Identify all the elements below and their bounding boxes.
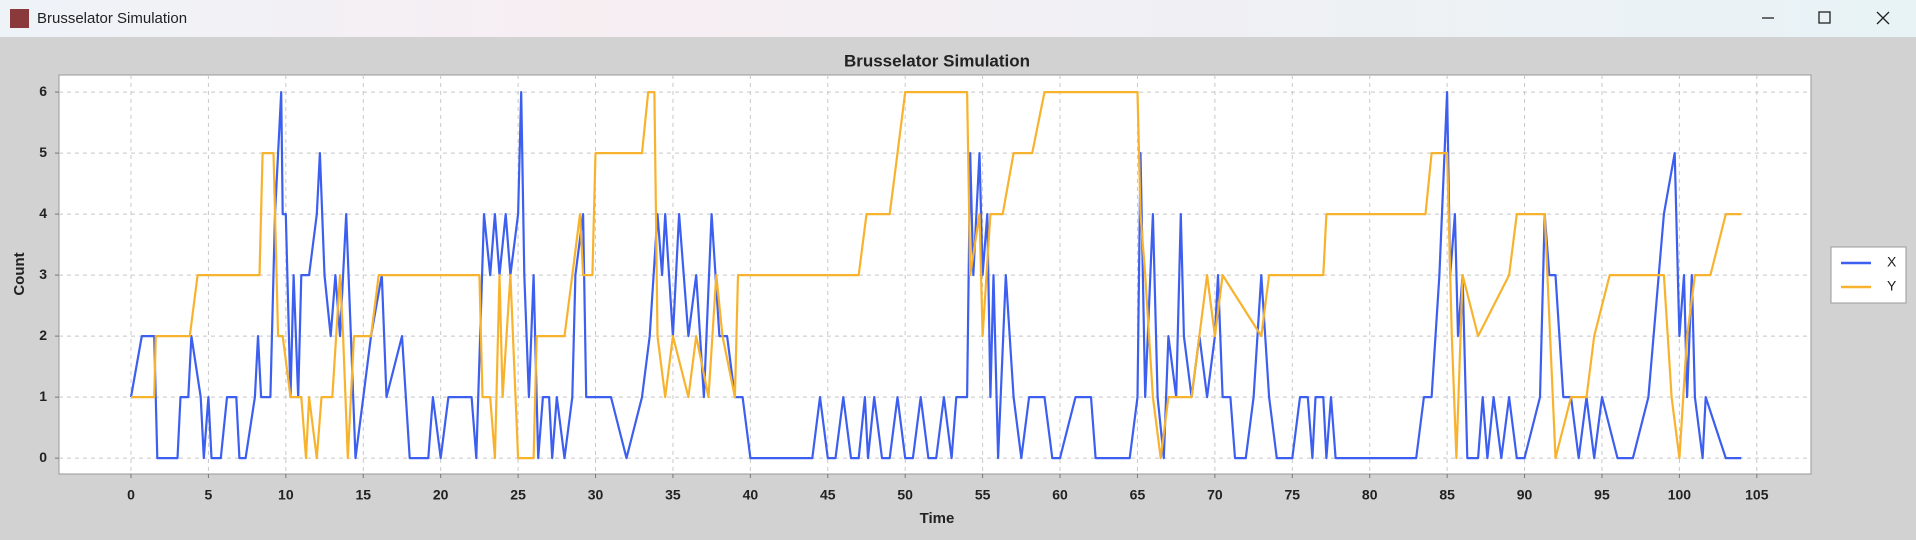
series-line xyxy=(129,91,1742,460)
maximize-button[interactable] xyxy=(1818,11,1831,24)
legend-label: Y xyxy=(1887,278,1897,294)
x-tick-label: 5 xyxy=(205,487,213,503)
x-tick-label: 80 xyxy=(1362,487,1378,503)
x-tick-label: 30 xyxy=(588,487,604,503)
x-tick-label: 100 xyxy=(1668,487,1692,503)
y-tick-label: 5 xyxy=(39,144,47,160)
y-tick-label: 2 xyxy=(39,327,47,343)
x-tick-label: 105 xyxy=(1745,487,1769,503)
x-tick-label: 25 xyxy=(510,487,526,503)
x-tick-label: 50 xyxy=(897,487,913,503)
close-button[interactable] xyxy=(1876,11,1890,25)
title-bar xyxy=(0,0,1916,37)
y-axis-label: Count xyxy=(11,252,28,295)
app-icon xyxy=(10,9,29,28)
x-tick-label: 45 xyxy=(820,487,836,503)
x-tick-label: 40 xyxy=(743,487,759,503)
y-tick-label: 0 xyxy=(39,449,47,465)
x-tick-label: 85 xyxy=(1439,487,1455,503)
x-tick-label: 65 xyxy=(1130,487,1146,503)
legend-box xyxy=(1830,246,1907,304)
x-tick-label: 15 xyxy=(355,487,371,503)
x-tick-label: 70 xyxy=(1207,487,1223,503)
y-tick-label: 6 xyxy=(39,83,47,99)
chart-title: Brusselator Simulation xyxy=(844,51,1030,70)
x-axis-label: Time xyxy=(920,510,955,527)
legend-label: X xyxy=(1887,254,1897,270)
x-tick-label: 20 xyxy=(433,487,449,503)
x-tick-label: 95 xyxy=(1594,487,1610,503)
legend: XY xyxy=(1830,246,1907,304)
x-tick-label: 75 xyxy=(1285,487,1301,503)
x-tick-label: 0 xyxy=(127,487,135,503)
y-tick-label: 3 xyxy=(39,266,47,282)
y-tick-label: 1 xyxy=(39,388,47,404)
series-line xyxy=(131,91,1742,460)
x-tick-label: 55 xyxy=(975,487,991,503)
x-tick-label: 10 xyxy=(278,487,294,503)
x-tick-label: 60 xyxy=(1052,487,1068,503)
y-tick-label: 4 xyxy=(39,205,47,221)
x-tick-label: 90 xyxy=(1517,487,1533,503)
x-tick-label: 35 xyxy=(665,487,681,503)
window-title: Brusselator Simulation xyxy=(37,10,187,27)
